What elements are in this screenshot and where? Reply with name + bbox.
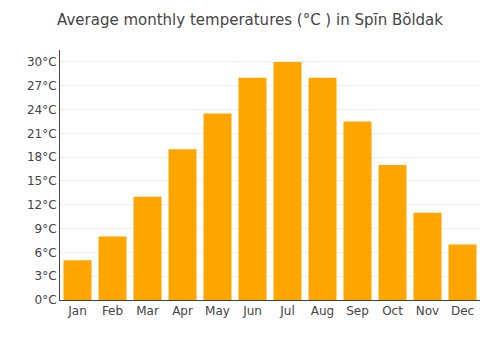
svg-text:0°C: 0°C <box>35 293 57 307</box>
svg-text:Aug: Aug <box>311 304 334 318</box>
svg-text:9°C: 9°C <box>35 222 57 236</box>
svg-text:15°C: 15°C <box>27 174 57 188</box>
svg-text:Jan: Jan <box>67 304 87 318</box>
svg-text:Sep: Sep <box>346 304 369 318</box>
svg-text:Mar: Mar <box>136 304 159 318</box>
svg-text:12°C: 12°C <box>27 198 57 212</box>
svg-text:Dec: Dec <box>451 304 474 318</box>
svg-text:Jun: Jun <box>242 304 262 318</box>
svg-text:6°C: 6°C <box>35 246 57 260</box>
svg-text:May: May <box>205 304 230 318</box>
svg-text:Oct: Oct <box>382 304 403 318</box>
svg-text:Feb: Feb <box>102 304 123 318</box>
svg-text:24°C: 24°C <box>27 103 57 117</box>
svg-text:Nov: Nov <box>416 304 439 318</box>
svg-text:21°C: 21°C <box>27 127 57 141</box>
svg-text:18°C: 18°C <box>27 150 57 164</box>
svg-text:Apr: Apr <box>172 304 193 318</box>
svg-text:Jul: Jul <box>279 304 294 318</box>
svg-text:3°C: 3°C <box>35 269 57 283</box>
svg-text:30°C: 30°C <box>27 55 57 69</box>
svg-text:27°C: 27°C <box>27 79 57 93</box>
svg-text:Average monthly temperatures (: Average monthly temperatures (°C ) in Sp… <box>57 11 443 29</box>
